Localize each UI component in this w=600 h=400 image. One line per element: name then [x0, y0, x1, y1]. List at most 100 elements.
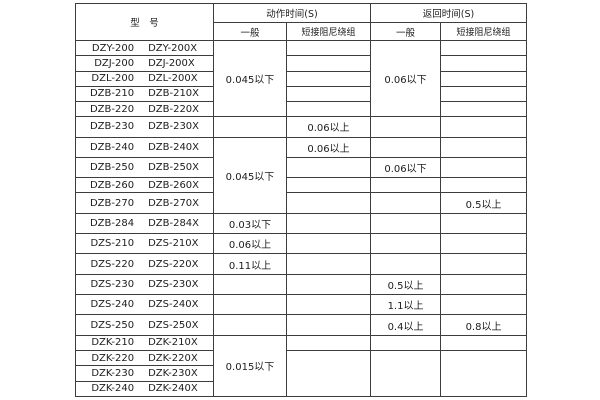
spec-table: 型 号 动作时间(S) 返回时间(S) 一般 短接阻尼绕组 一般 短接阻尼绕组 … — [75, 3, 528, 398]
model-cell: DZS-210 DZS-210X — [75, 233, 214, 255]
cell-return-damping — [440, 136, 528, 158]
cell-return-damping — [440, 294, 528, 316]
model-name-x: DZS-210X — [148, 238, 199, 250]
model-pair: DZJ-200 DZJ-200X — [77, 57, 213, 69]
cell-action-damping — [285, 212, 372, 235]
model-name: DZS-210 — [90, 238, 135, 250]
model-name: DZK-210 — [91, 337, 135, 349]
model-pair: DZS-210 DZS-210X — [77, 238, 213, 250]
model-name-x: DZB-240X — [148, 141, 200, 153]
model-cell: DZK-230 DZK-230X — [75, 365, 214, 382]
model-name-x: DZL-200X — [148, 73, 198, 85]
cell-action-damping — [285, 350, 372, 397]
model-cell: DZB-270 DZB-270X — [75, 192, 214, 214]
model-name-x: DZK-240X — [148, 383, 198, 395]
model-name: DZB-260 — [89, 179, 135, 191]
table-row: DZS-250 DZS-250X 0.4以上 0.8以上 — [75, 314, 528, 336]
model-name: DZS-250 — [90, 319, 135, 331]
cell-return-general: 0.4以上 — [370, 314, 442, 336]
header-action-damping: 短接阻尼绕组 — [285, 22, 372, 41]
model-pair: DZK-220 DZK-220X — [77, 353, 213, 364]
cell-action-general: 0.06以上 — [213, 233, 287, 255]
table-row: DZS-210 DZS-210X 0.06以上 — [75, 233, 528, 255]
cell-return-general — [370, 253, 442, 275]
model-pair: DZS-250 DZS-250X — [77, 319, 213, 331]
table-row: DZK-220 DZK-220X — [75, 350, 528, 397]
model-cell: DZB-220 DZB-220X — [75, 100, 214, 118]
cell-return-damping: 0.8以上 — [440, 314, 528, 336]
header-action-time: 动作时间(S) — [212, 3, 372, 23]
model-cell: DZB-230 DZB-230X — [75, 116, 214, 138]
table-row: DZS-230 DZS-230X 0.5以上 — [75, 273, 528, 296]
cell-action-damping — [285, 85, 372, 103]
table-row: DZK-230 DZK-230X — [75, 365, 527, 382]
model-name-x: DZB-260X — [148, 179, 200, 191]
cell-action-damping — [285, 192, 372, 214]
model-cell: DZS-230 DZS-230X — [75, 273, 214, 296]
cell-action-damping: 0.06以上 — [285, 116, 372, 138]
table-row: DZS-240 DZS-240X 1.1以上 — [75, 294, 528, 316]
table-row: DZB-210 DZB-210X — [75, 85, 528, 103]
header-action-general: 一般 — [213, 22, 287, 41]
cell-return-damping — [440, 350, 528, 397]
model-pair: DZB-230 DZB-230X — [77, 121, 213, 133]
model-pair: DZB-220 DZB-220X — [77, 103, 213, 115]
model-name: DZJ-200 — [94, 57, 135, 69]
model-pair: DZS-220 DZS-220X — [77, 259, 213, 270]
model-name-x: DZB-270X — [148, 197, 200, 209]
cell-action-general — [213, 314, 287, 336]
model-pair: DZK-230 DZK-230X — [77, 368, 213, 379]
cell-return-damping — [440, 85, 528, 103]
model-pair: DZS-240 DZS-240X — [77, 299, 213, 311]
cell-return-general: 1.1以上 — [370, 294, 442, 316]
cell-return-damping: 0.5以上 — [440, 192, 528, 214]
model-pair: DZY-200 DZY-200X — [77, 42, 213, 54]
model-name: DZB-230 — [89, 121, 135, 133]
cell-action-damping — [285, 253, 372, 275]
model-pair: DZB-260 DZB-260X — [77, 179, 213, 191]
model-cell: DZL-200 DZL-200X — [75, 70, 214, 87]
model-name-x: DZB-250X — [148, 162, 200, 174]
model-cell: DZK-240 DZK-240X — [75, 380, 214, 398]
model-name: DZS-240 — [90, 299, 135, 311]
header-return-general: 一般 — [370, 22, 442, 41]
cell-action-damping — [285, 177, 372, 194]
table-row: DZK-240 DZK-240X — [75, 380, 527, 398]
model-cell: DZB-260 DZB-260X — [75, 177, 214, 194]
cell-action-damping — [285, 334, 372, 352]
model-cell: DZB-284 DZB-284X — [75, 212, 214, 235]
cell-action-general — [213, 116, 287, 138]
model-cell: DZB-210 DZB-210X — [75, 85, 214, 103]
model-name-x: DZS-240X — [148, 299, 199, 311]
model-pair: DZB-250 DZB-250X — [77, 162, 213, 174]
model-cell: DZS-240 DZS-240X — [75, 294, 214, 316]
table-header: 型 号 动作时间(S) 返回时间(S) 一般 短接阻尼绕组 一般 短接阻尼绕组 — [75, 3, 528, 41]
cell-return-general — [370, 116, 442, 138]
model-pair: DZB-270 DZB-270X — [77, 197, 213, 209]
cell-action-damping — [285, 156, 372, 179]
model-pair: DZK-210 DZK-210X — [77, 337, 213, 349]
model-cell: DZB-240 DZB-240X — [75, 136, 214, 158]
cell-return-damping — [440, 70, 528, 87]
model-name: DZB-250 — [89, 162, 135, 174]
cell-return-general — [370, 212, 442, 235]
cell-return-damping — [440, 273, 528, 296]
model-name: DZB-240 — [89, 141, 135, 153]
table-row: DZJ-200 DZJ-200X — [75, 55, 528, 72]
model-name-x: DZY-200X — [148, 42, 198, 54]
model-pair: DZB-284 DZB-284X — [77, 217, 213, 229]
model-name-x: DZB-220X — [148, 103, 200, 115]
model-name: DZK-240 — [91, 383, 135, 395]
cell-return-damping — [440, 233, 528, 255]
cell-return-general — [370, 136, 442, 158]
cell-return-general: 0.06以下 — [370, 39, 442, 118]
cell-action-damping: 0.06以上 — [285, 136, 372, 158]
model-cell: DZS-220 DZS-220X — [75, 253, 214, 275]
model-pair: DZB-210 DZB-210X — [77, 88, 213, 99]
model-name: DZS-230 — [90, 278, 135, 290]
cell-return-general — [370, 350, 442, 397]
model-cell: DZK-210 DZK-210X — [75, 334, 214, 352]
cell-action-damping — [285, 294, 372, 316]
model-name-x: DZK-210X — [148, 337, 198, 349]
model-name: DZB-284 — [89, 217, 135, 229]
